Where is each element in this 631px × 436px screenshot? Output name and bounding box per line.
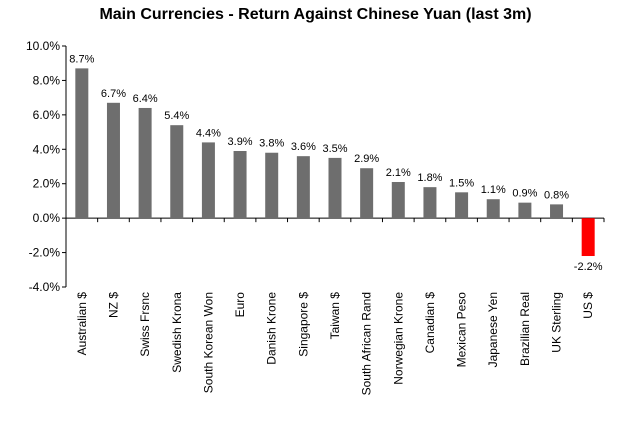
data-label: 5.4% [164, 110, 189, 122]
bar [455, 192, 469, 219]
data-label: -2.2% [574, 261, 603, 273]
bar [265, 152, 279, 219]
bar [581, 218, 595, 257]
data-label: 8.7% [69, 53, 94, 65]
bar [201, 142, 215, 219]
bar [423, 187, 437, 219]
y-tick-label: 6.0% [33, 108, 61, 122]
category-labels: Australian $ NZ $ Swiss Frsnc Swedish Krona… [75, 292, 595, 396]
bar [75, 68, 89, 219]
data-label: 6.4% [133, 93, 158, 105]
data-labels: 8.7% 6.7% 6.4% 5.4% 4.4% 3.9% 3.8% 3.6% 3.5% 2.9%… [69, 53, 602, 273]
data-label: 6.7% [101, 88, 126, 100]
category-label: Euro [233, 292, 247, 318]
category-label: Canadian $ [423, 292, 437, 354]
category-label: Swiss Frsnc [138, 292, 152, 357]
bar [486, 199, 500, 219]
category-label: Japanese Yen [486, 292, 500, 367]
category-label: Norwegian Krone [391, 292, 405, 385]
bar [170, 125, 184, 219]
category-label: UK Sterling [550, 292, 564, 353]
y-tick-label: 2.0% [33, 177, 61, 191]
bar [233, 151, 247, 219]
bar [106, 102, 120, 219]
bar [550, 204, 564, 219]
bar [138, 107, 152, 219]
y-tick-label: 10.0% [26, 39, 60, 53]
y-tick-label: 4.0% [33, 142, 61, 156]
data-label: 4.4% [196, 127, 221, 139]
data-label: 1.1% [481, 184, 506, 196]
category-label: Swedish Krona [170, 292, 184, 373]
data-label: 0.9% [512, 188, 537, 200]
data-label: 2.1% [386, 167, 411, 179]
data-label: 0.8% [544, 189, 569, 201]
data-label: 3.9% [228, 136, 253, 148]
data-label: 3.8% [259, 138, 284, 150]
y-tick-label: -4.0% [29, 280, 61, 294]
chart-title: Main Currencies - Return Against Chinese… [99, 6, 532, 23]
data-label: 2.9% [354, 153, 379, 165]
data-label: 1.8% [417, 172, 442, 184]
category-label: South Korean Won [201, 292, 215, 393]
category-label: Danish Krone [265, 292, 279, 365]
data-label: 1.5% [449, 177, 474, 189]
data-label: 3.5% [322, 143, 347, 155]
bar [328, 157, 342, 219]
bars [75, 68, 595, 257]
data-label: 3.6% [291, 141, 316, 153]
bar [360, 168, 374, 219]
category-label: NZ $ [106, 292, 120, 318]
category-label: US $ [581, 292, 595, 319]
category-label: Singapore $ [296, 292, 310, 357]
bar [391, 181, 405, 219]
y-tick-label: 0.0% [33, 211, 61, 225]
bar [518, 202, 532, 219]
category-label: Brazilian Real [518, 292, 532, 366]
category-label: South African Rand [360, 292, 374, 395]
category-label: Australian $ [75, 292, 89, 356]
y-tick-label: -2.0% [29, 246, 61, 260]
bar [296, 156, 310, 219]
category-label: Taiwan $ [328, 292, 342, 340]
y-tick-label: 8.0% [33, 73, 61, 87]
category-label: Mexican Peso [455, 292, 469, 368]
axes: 10.0% 8.0% 6.0% 4.0% 2.0% 0.0% -2.0% -4.0% [26, 39, 605, 294]
